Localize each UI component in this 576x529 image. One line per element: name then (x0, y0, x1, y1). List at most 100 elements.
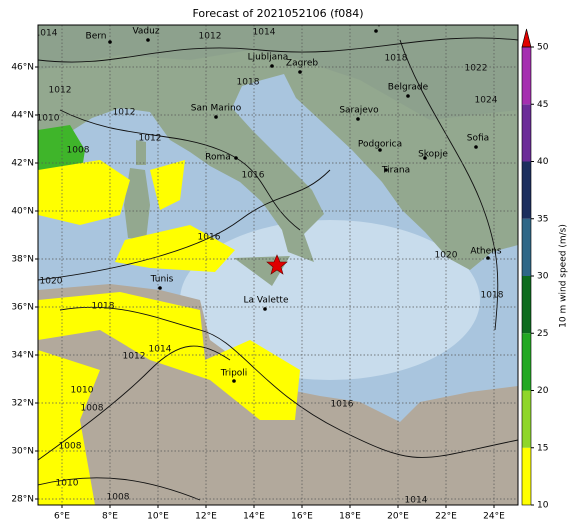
colorbar-segment (522, 276, 531, 334)
city-label: Belgrade (388, 83, 429, 93)
city-label: Vaduz (132, 27, 159, 37)
lat-tick-label: 38°N (11, 255, 34, 265)
colorbar-segment (522, 447, 531, 505)
marker-star (266, 254, 288, 275)
colorbar-segment (522, 161, 531, 219)
lon-tick-label: 20°E (387, 512, 409, 522)
lon-tick-label: 8°E (102, 512, 118, 522)
lat-tick-label: 34°N (11, 351, 34, 361)
lat-tick-label: 36°N (11, 303, 34, 313)
city-dot (263, 307, 267, 311)
city-dot (474, 145, 478, 149)
city-dot (298, 70, 302, 74)
isobar-label: 1022 (465, 64, 488, 74)
isobar-label: 1014 (405, 496, 428, 506)
isobar-line (59, 109, 301, 231)
isobar-line (38, 169, 331, 281)
colorbar-tick-label: 20 (537, 386, 549, 396)
isobar-line (38, 345, 231, 461)
lon-tick-label: 18°E (339, 512, 361, 522)
isobar-label: 1016 (331, 400, 354, 410)
city-dot (270, 64, 274, 68)
colorbar-tick-label: 45 (537, 100, 548, 110)
lon-tick-label: 16°E (291, 512, 313, 522)
lat-tick-label: 44°N (11, 111, 34, 121)
isobar-label: 1024 (475, 96, 498, 106)
isobar-label: 1008 (59, 442, 82, 452)
isobar-label: 1014 (35, 29, 58, 39)
colorbar-segment (522, 47, 531, 105)
city-dot (486, 256, 490, 260)
city-label: Zagreb (286, 59, 318, 69)
isobar-labels: 1014 101210121014101010121008101210161016… (35, 28, 504, 506)
city-label: Roma (205, 153, 231, 163)
city-label: Tunis (150, 275, 174, 285)
city-label: Bern (86, 32, 107, 42)
city-label: Tirana (381, 166, 410, 176)
isobar-label: 1016 (198, 233, 221, 243)
isobar-label: 1012 (49, 86, 72, 96)
colorbar-tick-label: 50 (537, 43, 549, 53)
city-label: Podgorica (358, 140, 402, 150)
city-dot (214, 115, 218, 119)
lon-tick-label: 14°E (243, 512, 265, 522)
isobar-label: 1012 (199, 32, 222, 42)
isobar-line (59, 306, 518, 458)
lon-tick-label: 24°E (483, 512, 505, 522)
city-dot (406, 94, 410, 98)
map-frame (37, 24, 519, 506)
city-label: La Valette (244, 296, 289, 306)
isobar-label: 1008 (67, 146, 90, 156)
lat-tick-label: 28°N (11, 495, 34, 505)
colorbar-label: 10 m wind speed (m/s) (559, 224, 569, 328)
land-sardinia (124, 168, 150, 240)
isobar-label: 1008 (107, 493, 130, 503)
city-dot (234, 156, 238, 160)
lon-tick-label: 6°E (54, 512, 70, 522)
isobar-label: 1008 (81, 404, 104, 414)
isobar-label: 1014 (149, 345, 172, 355)
isobar-label: 1012 (123, 352, 146, 362)
isobar-label: 1010 (37, 114, 60, 124)
map-title: Forecast of 2021052106 (f084) (192, 7, 363, 20)
wind-patch (38, 160, 300, 505)
isobar-label: 1020 (40, 277, 63, 287)
lat-tick-label: 46°N (11, 63, 34, 73)
city-label: Ljubljana (248, 53, 289, 63)
colorbar-segment (522, 333, 531, 391)
city-dot (378, 148, 382, 152)
city-dot (384, 168, 388, 172)
isobar-line (38, 37, 518, 63)
city-dot (374, 29, 378, 33)
isobar-label: 1014 (253, 28, 276, 38)
lat-tick-label: 40°N (11, 207, 34, 217)
city-label: San Marino (191, 104, 242, 114)
city-dot (158, 286, 162, 290)
colorbar-tick-label: 10 (537, 501, 549, 511)
graticule (38, 25, 518, 505)
isobar-label: 1010 (56, 479, 79, 489)
lon-tick-label: 12°E (195, 512, 217, 522)
isobar-line (38, 477, 201, 501)
lat-tick-label: 30°N (11, 447, 34, 457)
city-dot (146, 38, 150, 42)
isobar-label: 1018 (385, 54, 408, 64)
city-dot (423, 156, 427, 160)
isobar-label: 1012 (113, 108, 136, 118)
colorbar-tick-label: 25 (537, 329, 548, 339)
colorbar-segment (522, 218, 531, 276)
lon-tick-label: 10°E (147, 512, 169, 522)
colorbar-tick-label: 40 (537, 157, 549, 167)
city-label: Tripoli (220, 369, 248, 379)
colorbar-tick-label: 15 (537, 443, 548, 453)
land-corsica (136, 140, 146, 165)
colorbar-segment (522, 390, 531, 448)
city-label: Sarajevo (339, 106, 379, 116)
isobar-label: 1020 (435, 251, 458, 261)
colorbar-segment (522, 104, 531, 162)
city-dot (232, 379, 236, 383)
colorbar-extend (521, 28, 532, 48)
